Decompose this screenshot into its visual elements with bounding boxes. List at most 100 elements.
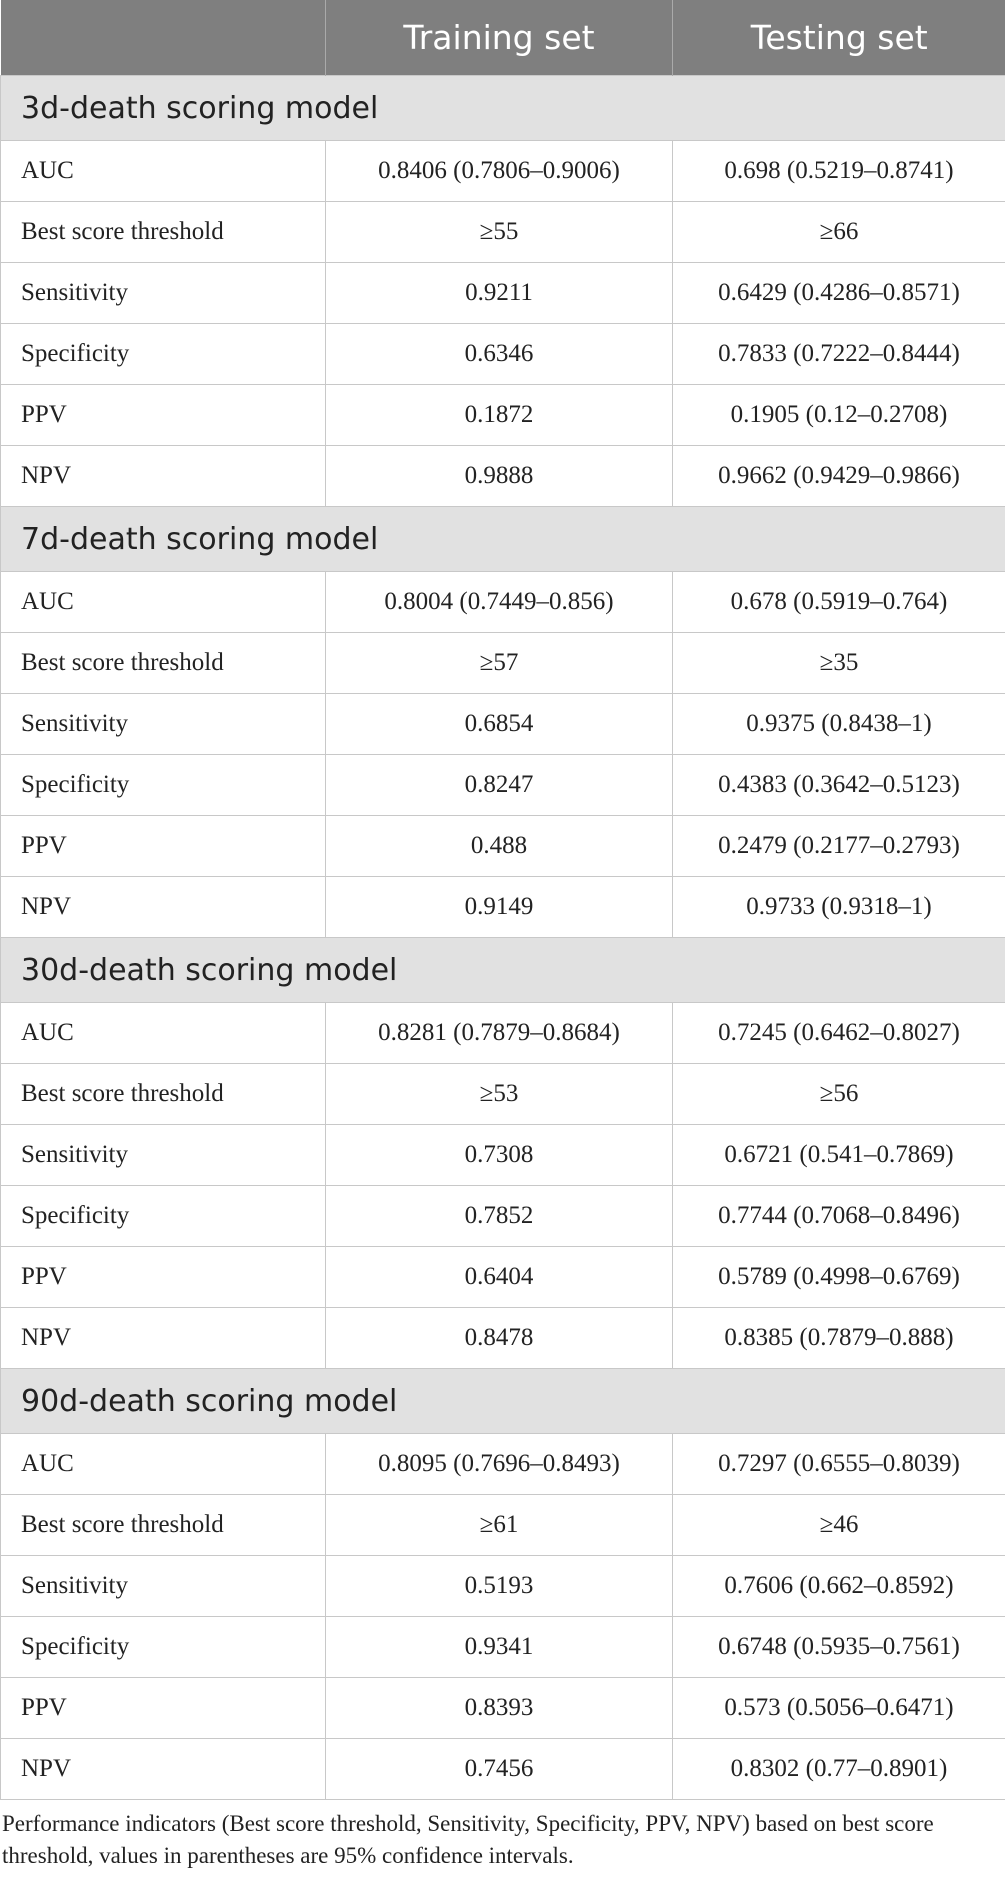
cell: 0.1905 (0.12–0.2708) — [672, 384, 1005, 446]
data-row: PPV 0.1872 0.1905 (0.12–0.2708) — [0, 384, 1005, 446]
cell: 0.7606 (0.662–0.8592) — [672, 1555, 1005, 1617]
cell: 0.7744 (0.7068–0.8496) — [672, 1185, 1005, 1247]
row-label: Best score threshold — [0, 1494, 326, 1556]
cell: 0.8004 (0.7449–0.856) — [325, 571, 673, 633]
row-label: Sensitivity — [0, 262, 326, 324]
section-row: 90d-death scoring model — [0, 1368, 1005, 1434]
cell: 0.9149 — [325, 876, 673, 938]
cell: 0.6429 (0.4286–0.8571) — [672, 262, 1005, 324]
cell: 0.6748 (0.5935–0.7561) — [672, 1616, 1005, 1678]
cell: 0.6404 — [325, 1246, 673, 1308]
table-body: 3d-death scoring model AUC 0.8406 (0.7806–… — [0, 75, 1005, 1800]
footnote: Performance indicators (Best score thres… — [2, 1811, 934, 1868]
cell: 0.9888 — [325, 445, 673, 507]
row-label: AUC — [0, 1002, 326, 1064]
data-row: NPV 0.7456 0.8302 (0.77–0.8901) — [0, 1738, 1005, 1800]
section-row: 3d-death scoring model — [0, 75, 1005, 141]
data-row: Best score threshold ≥57 ≥35 — [0, 632, 1005, 694]
cell: 0.5193 — [325, 1555, 673, 1617]
cell: 0.7308 — [325, 1124, 673, 1186]
row-label: NPV — [0, 1738, 326, 1800]
cell: 0.6721 (0.541–0.7869) — [672, 1124, 1005, 1186]
row-label: AUC — [0, 140, 326, 202]
cell: 0.8281 (0.7879–0.8684) — [325, 1002, 673, 1064]
cell: 0.8247 — [325, 754, 673, 816]
data-row: AUC 0.8281 (0.7879–0.8684) 0.7245 (0.6462–… — [0, 1002, 1005, 1064]
cell: 0.6346 — [325, 323, 673, 385]
data-row: Specificity 0.6346 0.7833 (0.7222–0.8444) — [0, 323, 1005, 385]
cell: 0.573 (0.5056–0.6471) — [672, 1677, 1005, 1739]
row-label: AUC — [0, 571, 326, 633]
data-row: Sensitivity 0.5193 0.7606 (0.662–0.8592) — [0, 1555, 1005, 1617]
header-cell: Testing set — [672, 0, 1005, 76]
cell: ≥46 — [672, 1494, 1005, 1556]
cell: 0.8095 (0.7696–0.8493) — [325, 1433, 673, 1495]
cell: 0.5789 (0.4998–0.6769) — [672, 1246, 1005, 1308]
cell: ≥66 — [672, 201, 1005, 263]
results-table: Training set Testing set 3d-death scorin… — [0, 0, 1005, 1800]
cell: 0.7456 — [325, 1738, 673, 1800]
data-row: Best score threshold ≥55 ≥66 — [0, 201, 1005, 263]
data-row: Specificity 0.8247 0.4383 (0.3642–0.5123) — [0, 754, 1005, 816]
section-title: 3d-death scoring model — [0, 75, 1005, 141]
section-title: 30d-death scoring model — [0, 937, 1005, 1003]
section-title: 90d-death scoring model — [0, 1368, 1005, 1434]
cell: 0.7245 (0.6462–0.8027) — [672, 1002, 1005, 1064]
cell: 0.7833 (0.7222–0.8444) — [672, 323, 1005, 385]
cell: 0.9211 — [325, 262, 673, 324]
data-row: NPV 0.9888 0.9662 (0.9429–0.9866) — [0, 445, 1005, 507]
data-row: Sensitivity 0.9211 0.6429 (0.4286–0.8571) — [0, 262, 1005, 324]
cell: 0.2479 (0.2177–0.2793) — [672, 815, 1005, 877]
data-row: NPV 0.8478 0.8385 (0.7879–0.888) — [0, 1307, 1005, 1369]
row-label: PPV — [0, 1677, 326, 1739]
data-row: Specificity 0.9341 0.6748 (0.5935–0.7561) — [0, 1616, 1005, 1678]
cell: ≥56 — [672, 1063, 1005, 1125]
data-row: Sensitivity 0.6854 0.9375 (0.8438–1) — [0, 693, 1005, 755]
row-label: PPV — [0, 1246, 326, 1308]
data-row: NPV 0.9149 0.9733 (0.9318–1) — [0, 876, 1005, 938]
cell: ≥55 — [325, 201, 673, 263]
row-label: NPV — [0, 445, 326, 507]
cell: 0.9733 (0.9318–1) — [672, 876, 1005, 938]
header-blank — [0, 0, 326, 76]
cell: ≥57 — [325, 632, 673, 694]
row-label: Sensitivity — [0, 1555, 326, 1617]
row-label: Sensitivity — [0, 693, 326, 755]
row-label: Specificity — [0, 754, 326, 816]
cell: 0.8478 — [325, 1307, 673, 1369]
cell: ≥53 — [325, 1063, 673, 1125]
row-label: Specificity — [0, 323, 326, 385]
cell: ≥61 — [325, 1494, 673, 1556]
row-label: Best score threshold — [0, 201, 326, 263]
row-label: Specificity — [0, 1185, 326, 1247]
cell: 0.8393 — [325, 1677, 673, 1739]
row-label: NPV — [0, 1307, 326, 1369]
header-row: Training set Testing set — [0, 0, 1005, 76]
row-label: AUC — [0, 1433, 326, 1495]
cell: 0.8385 (0.7879–0.888) — [672, 1307, 1005, 1369]
row-label: PPV — [0, 384, 326, 446]
row-label: Best score threshold — [0, 632, 326, 694]
cell: 0.7297 (0.6555–0.8039) — [672, 1433, 1005, 1495]
data-row: AUC 0.8406 (0.7806–0.9006) 0.698 (0.5219–0… — [0, 140, 1005, 202]
cell: 0.1872 — [325, 384, 673, 446]
cell: 0.698 (0.5219–0.8741) — [672, 140, 1005, 202]
cell: 0.9341 — [325, 1616, 673, 1678]
cell: 0.9662 (0.9429–0.9866) — [672, 445, 1005, 507]
data-row: Best score threshold ≥61 ≥46 — [0, 1494, 1005, 1556]
section-row: 30d-death scoring model — [0, 937, 1005, 1003]
header-cell: Training set — [325, 0, 673, 76]
data-row: AUC 0.8004 (0.7449–0.856) 0.678 (0.5919–0.… — [0, 571, 1005, 633]
cell: 0.6854 — [325, 693, 673, 755]
row-label: Best score threshold — [0, 1063, 326, 1125]
cell: 0.8302 (0.77–0.8901) — [672, 1738, 1005, 1800]
section-title: 7d-death scoring model — [0, 506, 1005, 572]
cell: 0.4383 (0.3642–0.5123) — [672, 754, 1005, 816]
row-label: Specificity — [0, 1616, 326, 1678]
data-row: Sensitivity 0.7308 0.6721 (0.541–0.7869) — [0, 1124, 1005, 1186]
data-row: AUC 0.8095 (0.7696–0.8493) 0.7297 (0.6555–… — [0, 1433, 1005, 1495]
cell: 0.488 — [325, 815, 673, 877]
cell: 0.678 (0.5919–0.764) — [672, 571, 1005, 633]
data-row: PPV 0.488 0.2479 (0.2177–0.2793) — [0, 815, 1005, 877]
